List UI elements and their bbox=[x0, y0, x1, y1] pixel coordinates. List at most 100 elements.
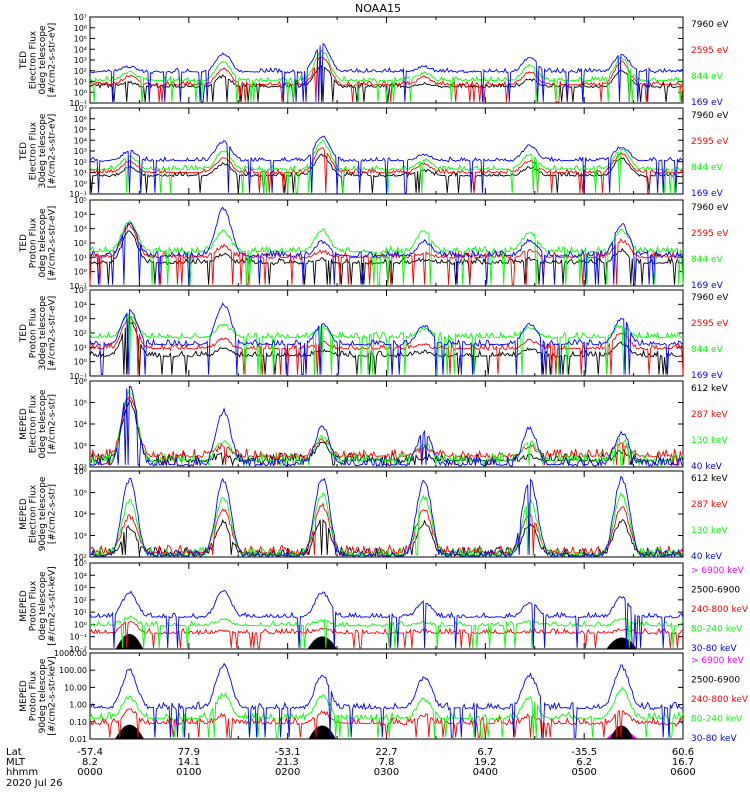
y-axis-label-line: TED bbox=[19, 51, 29, 70]
y-axis-label-line: [#/cm2-s-str-eV] bbox=[48, 114, 58, 189]
y-axis-label-line: 0deg telescope bbox=[38, 208, 48, 278]
series-line-green bbox=[89, 389, 684, 467]
series-line-black bbox=[89, 319, 683, 375]
legend-entry: 40 keV bbox=[691, 552, 723, 562]
y-tick-label: 10¹ bbox=[74, 78, 87, 87]
legend-entry: 169 eV bbox=[691, 281, 724, 291]
y-axis-label-line: Electron Flux bbox=[29, 121, 39, 180]
legend-entry: 130 keV bbox=[691, 436, 728, 446]
footer-mlt-value: 19.2 bbox=[474, 757, 496, 768]
series-line-blue bbox=[89, 135, 684, 194]
y-tick-label: 10⁵ bbox=[74, 399, 87, 408]
y-tick-label: 1000.00 bbox=[54, 649, 87, 658]
legend-entry: 169 eV bbox=[691, 371, 724, 381]
y-tick-label: 10⁵ bbox=[74, 489, 87, 498]
footer-row-label-mlt: MLT bbox=[6, 757, 26, 768]
legend-entry: 7960 eV bbox=[691, 20, 729, 30]
footer-lat-value: 60.6 bbox=[672, 747, 694, 758]
panel-frame bbox=[89, 380, 684, 468]
series-line-blue bbox=[89, 662, 684, 738]
panel-7: 10⁻² 10⁻¹ 10⁰ 10¹ 10² 10³ 10⁴ 10⁵ MEPED Proton Fl… bbox=[19, 559, 749, 654]
legend-entry: 30-80 keV bbox=[691, 734, 737, 744]
legend-entry: > 6900 keV bbox=[691, 656, 745, 666]
y-tick-label: 10¹ bbox=[74, 169, 87, 178]
y-tick-label: 10³ bbox=[74, 225, 87, 234]
series-line-red bbox=[89, 620, 684, 649]
y-tick-label: 10⁴ bbox=[74, 136, 87, 145]
y-axis-label-line: 0deg telescope bbox=[38, 571, 48, 641]
legend-entry: 169 eV bbox=[691, 189, 724, 199]
y-tick-label: 10³ bbox=[74, 532, 87, 541]
footer-mlt-value: 16.7 bbox=[672, 757, 694, 768]
series-line-green bbox=[89, 686, 684, 738]
legend-entry: 287 keV bbox=[691, 410, 728, 420]
footer-lat-value: 22.7 bbox=[375, 747, 397, 758]
series-burst-black bbox=[116, 633, 143, 649]
series-line-blue bbox=[89, 475, 683, 558]
y-tick-label: 10⁰ bbox=[74, 179, 87, 188]
y-tick-label: 10.00 bbox=[64, 683, 87, 692]
y-tick-label: 10⁰ bbox=[74, 268, 87, 277]
legend-entry: 2500-6900 bbox=[691, 586, 740, 596]
footer-mlt-value: 6.2 bbox=[576, 757, 592, 768]
legend-entry: 612 keV bbox=[691, 384, 728, 394]
y-axis-label-line: MEPED bbox=[19, 680, 29, 712]
y-axis-label-line: 30deg telescope bbox=[38, 113, 48, 188]
legend-entry: 612 keV bbox=[691, 474, 728, 484]
legend-entry: 80-240 keV bbox=[691, 625, 743, 635]
y-axis-label-line: TED bbox=[19, 324, 29, 343]
y-tick-label: 10⁻² bbox=[69, 645, 87, 654]
y-axis-label-line: [#/cm2-s-str-eV] bbox=[48, 296, 58, 371]
footer-hhmm-value: 0100 bbox=[176, 767, 201, 778]
y-tick-label: 10² bbox=[74, 158, 87, 167]
y-tick-label: 10⁶ bbox=[74, 377, 87, 386]
y-tick-label: 10⁶ bbox=[74, 24, 87, 33]
series-line-green bbox=[89, 220, 684, 286]
footer-hhmm-value: 0200 bbox=[275, 767, 300, 778]
y-axis-label-line: TED bbox=[19, 142, 29, 161]
panel-3: 10⁻¹ 10⁰ 10¹ 10² 10³ 10⁴ 10⁵ TED Proton Flux 0deg… bbox=[19, 196, 729, 291]
footer-lat-value: -35.5 bbox=[571, 747, 597, 758]
y-tick-label: 10⁴ bbox=[74, 571, 87, 580]
y-tick-label: 10⁷ bbox=[74, 104, 87, 113]
legend-entry: 2595 eV bbox=[691, 137, 729, 147]
y-tick-label: 10³ bbox=[74, 56, 87, 65]
y-tick-label: 10⁻¹ bbox=[69, 282, 87, 291]
series-line-green bbox=[89, 615, 684, 648]
y-tick-label: 10⁵ bbox=[74, 126, 87, 135]
y-axis-label-line: Proton Flux bbox=[29, 670, 39, 721]
legend-entry: 7960 eV bbox=[691, 293, 729, 303]
series-line-blue bbox=[89, 589, 684, 649]
y-axis-label-line: [#/cm2-s-str-eV] bbox=[48, 206, 58, 281]
legend-entry: 240-800 keV bbox=[691, 695, 749, 705]
y-tick-label: 100.00 bbox=[59, 666, 87, 675]
y-axis-label-line: Proton Flux bbox=[29, 307, 39, 358]
y-tick-label: 10⁵ bbox=[74, 559, 87, 568]
y-tick-label: 10⁶ bbox=[74, 115, 87, 124]
series-line-blue bbox=[89, 385, 684, 468]
panel-4: 10⁻¹ 10⁰ 10¹ 10² 10³ 10⁴ 10⁵ TED Proton Flux 30de… bbox=[19, 286, 729, 381]
footer-date: 2020 Jul 26 bbox=[6, 778, 63, 789]
legend-entry: 7960 eV bbox=[691, 111, 729, 121]
y-tick-label: 10³ bbox=[74, 442, 87, 451]
y-tick-label: 10⁻¹ bbox=[69, 99, 87, 108]
y-tick-label: 10⁴ bbox=[74, 510, 87, 519]
y-axis-label-line: 90deg telescope bbox=[38, 658, 48, 733]
y-tick-label: 10⁻¹ bbox=[69, 372, 87, 381]
y-tick-label: 10⁴ bbox=[74, 45, 87, 54]
footer-mlt-value: 21.3 bbox=[277, 757, 299, 768]
panel-frame bbox=[89, 652, 684, 740]
y-tick-label: 10² bbox=[74, 239, 87, 248]
series-burst-black bbox=[307, 636, 337, 649]
footer-row-label-hhmm: hhmm bbox=[6, 767, 38, 778]
y-tick-label: 10¹ bbox=[74, 608, 87, 617]
series-line-red bbox=[90, 395, 684, 466]
legend-entry: 287 keV bbox=[691, 500, 728, 510]
legend-entry: 30-80 keV bbox=[691, 644, 737, 654]
panel-8: 0.01 0.10 1.00 10.00 100.00 1000.00 MEPED Proto… bbox=[19, 649, 749, 744]
series-line-blue bbox=[89, 302, 684, 376]
legend-entry: 80-240 keV bbox=[691, 715, 743, 725]
